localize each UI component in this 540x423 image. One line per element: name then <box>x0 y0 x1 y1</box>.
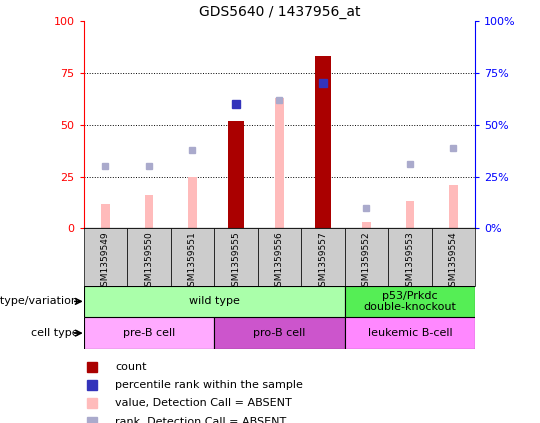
Bar <box>345 317 475 349</box>
Title: GDS5640 / 1437956_at: GDS5640 / 1437956_at <box>199 5 360 19</box>
Bar <box>84 317 214 349</box>
Text: GSM1359552: GSM1359552 <box>362 231 371 292</box>
Text: pre-B cell: pre-B cell <box>123 328 175 338</box>
Bar <box>301 228 345 286</box>
Bar <box>388 228 431 286</box>
Text: GSM1359551: GSM1359551 <box>188 231 197 292</box>
Text: GSM1359553: GSM1359553 <box>406 231 415 292</box>
Text: rank, Detection Call = ABSENT: rank, Detection Call = ABSENT <box>115 417 286 423</box>
Bar <box>431 228 475 286</box>
Text: count: count <box>115 362 146 372</box>
Bar <box>84 228 127 286</box>
Bar <box>127 228 171 286</box>
Bar <box>449 185 458 228</box>
Text: percentile rank within the sample: percentile rank within the sample <box>115 380 303 390</box>
Bar <box>362 222 371 228</box>
Bar <box>188 177 197 228</box>
Bar <box>345 286 475 317</box>
Bar <box>145 195 153 228</box>
Text: value, Detection Call = ABSENT: value, Detection Call = ABSENT <box>115 398 292 409</box>
Text: leukemic B-cell: leukemic B-cell <box>368 328 453 338</box>
Text: GSM1359550: GSM1359550 <box>145 231 153 292</box>
Text: wild type: wild type <box>189 297 240 306</box>
Bar <box>84 286 345 317</box>
Bar <box>406 201 414 228</box>
Text: GSM1359549: GSM1359549 <box>101 231 110 292</box>
Text: GSM1359556: GSM1359556 <box>275 231 284 292</box>
Bar <box>214 228 258 286</box>
Text: GSM1359557: GSM1359557 <box>319 231 327 292</box>
Text: GSM1359554: GSM1359554 <box>449 231 458 292</box>
Bar <box>101 203 110 228</box>
Bar <box>275 98 284 228</box>
Text: GSM1359555: GSM1359555 <box>232 231 240 292</box>
Bar <box>171 228 214 286</box>
Bar <box>315 56 330 228</box>
Bar <box>345 228 388 286</box>
Text: genotype/variation: genotype/variation <box>0 297 78 306</box>
Bar <box>228 121 244 228</box>
Bar <box>258 228 301 286</box>
Text: cell type: cell type <box>31 328 78 338</box>
Bar <box>214 317 345 349</box>
Text: p53/Prkdc
double-knockout: p53/Prkdc double-knockout <box>363 291 456 312</box>
Text: pro-B cell: pro-B cell <box>253 328 306 338</box>
